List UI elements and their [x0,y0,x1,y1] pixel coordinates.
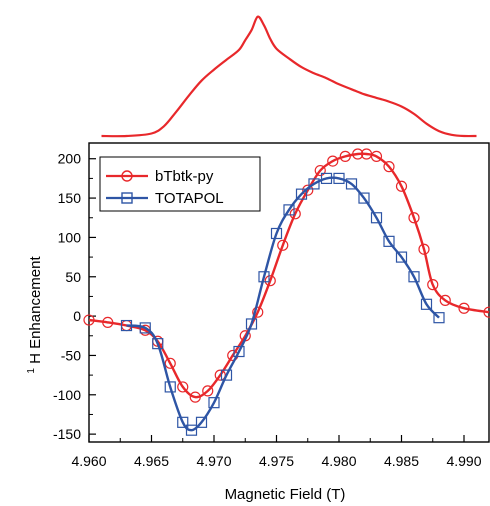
data-point-totapol [383,235,395,247]
y-tick-label: 50 [65,269,81,285]
y-tick-label: 150 [58,190,82,206]
data-point-btbtk-py [327,155,339,167]
data-point-btbtk-py [252,306,264,318]
data-point-btbtk-py [370,150,383,162]
data-point-totapol [208,397,220,409]
y-tick-label: -50 [61,347,81,363]
data-point-totapol [195,416,208,428]
data-point-btbtk-py [408,212,420,224]
y-axis-label-text: H Enhancement [27,256,44,364]
data-point-btbtk-py [264,275,276,287]
legend-box [99,156,261,212]
data-point-btbtk-py [177,381,189,393]
data-point-totapol [408,271,420,283]
y-axis-label-superscript: 1 [26,368,37,374]
enhancement-profile-panel: 4.960 4.965 4.970 4.975 4.980 4.985 4.990 -150… [21,142,490,503]
series-line-btbtk-py [88,152,490,399]
data-point-totapol [358,192,370,204]
x-tick-label: 4.985 [384,453,419,469]
x-axis-ticks: 4.960 4.965 4.970 4.975 4.980 4.985 4.990 [71,435,482,469]
data-point-totapol [395,251,408,263]
data-point-btbtk-py [302,184,314,196]
data-point-btbtk-py [418,243,430,255]
legend-marker-totapol [121,192,133,204]
plot-frame [88,142,490,443]
data-point-totapol [433,312,445,324]
data-point-totapol [333,172,345,185]
data-point-totapol [258,271,270,283]
y-tick-label: 100 [58,229,82,245]
data-point-totapol [245,318,258,330]
data-point-btbtk-py [458,302,470,314]
data-point-totapol [177,416,189,428]
data-point-btbtk-py [202,385,214,397]
data-point-btbtk-py [164,357,176,369]
x-tick-label: 4.970 [196,453,231,469]
x-tick-label: 4.980 [321,453,356,469]
data-point-btbtk-py [339,150,351,162]
data-point-totapol [308,178,320,190]
data-point-totapol [120,319,133,332]
y-tick-label: 0 [73,308,81,324]
data-point-totapol [370,212,383,224]
data-point-totapol [420,298,433,310]
data-point-totapol [164,381,176,393]
series-totapol [120,172,445,436]
series-layer [83,148,490,436]
data-point-btbtk-py [483,306,490,318]
y-axis-label: 1 H Enhancement [21,256,44,374]
y-axis-ticks: -150 -100 -50 0 50 100 150 200 [53,151,96,442]
y-tick-label: -100 [53,387,81,403]
x-tick-label: 4.960 [71,453,106,469]
data-point-btbtk-py [314,164,326,177]
series-line-totapol [126,176,440,432]
x-tick-label: 4.975 [259,453,294,469]
y-tick-label: 200 [58,151,82,167]
data-point-btbtk-py [439,294,451,306]
data-point-totapol [320,172,333,185]
data-point-totapol [185,424,198,436]
data-point-totapol [345,178,358,190]
data-point-btbtk-py [102,316,114,328]
x-tick-label: 4.990 [446,453,481,469]
x-tick-label: 4.965 [134,453,169,469]
data-point-btbtk-py [83,314,95,326]
data-point-btbtk-py [395,180,408,192]
svg-text:1 H Enhancement: 1 H Enhancement [21,256,44,374]
legend-label-totapol: TOTAPOL [155,190,224,207]
epr-spectrum-panel [101,15,477,138]
data-point-totapol [233,345,245,358]
legend-marker-btbtk-py [121,170,133,182]
data-point-btbtk-py [383,161,395,173]
epr-spectrum-line [101,15,477,138]
data-point-totapol [220,369,233,381]
data-point-totapol [295,188,308,200]
y-tick-label: -150 [53,426,81,442]
data-point-btbtk-py [427,279,439,291]
legend: bTbtk-py TOTAPOL [99,156,261,212]
data-point-btbtk-py [352,148,364,160]
data-point-totapol [152,338,164,350]
data-point-btbtk-py [289,208,301,220]
data-point-btbtk-py [189,391,201,403]
data-point-btbtk-py [277,239,289,251]
data-point-totapol [283,204,295,216]
legend-label-btbtk-py: bTbtk-py [155,168,214,185]
data-point-totapol [270,227,283,240]
x-axis-label: Magnetic Field (T) [225,486,346,503]
data-point-totapol [139,322,151,334]
